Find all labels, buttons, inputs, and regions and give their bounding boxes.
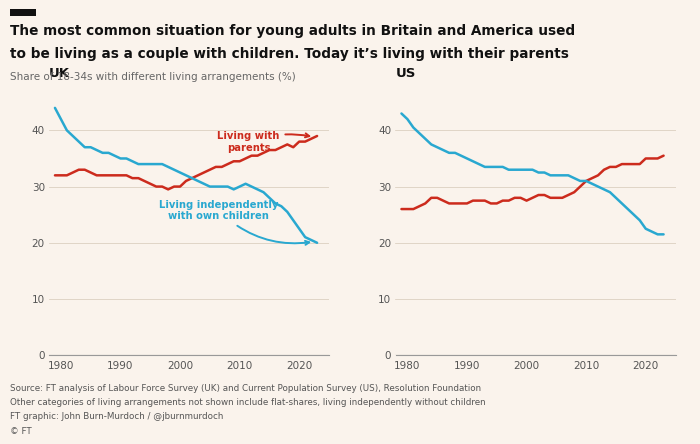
Text: FT graphic: John Burn-Murdoch / @jburnmurdoch: FT graphic: John Burn-Murdoch / @jburnmu… bbox=[10, 412, 223, 421]
Text: UK: UK bbox=[49, 67, 70, 80]
Text: © FT: © FT bbox=[10, 427, 32, 436]
Text: Share of 18-34s with different living arrangements (%): Share of 18-34s with different living ar… bbox=[10, 72, 295, 82]
Text: Other categories of living arrangements not shown include flat-shares, living in: Other categories of living arrangements … bbox=[10, 398, 485, 407]
Text: Living with
parents: Living with parents bbox=[218, 131, 309, 153]
Text: to be living as a couple with children. Today it’s living with their parents: to be living as a couple with children. … bbox=[10, 47, 568, 61]
Text: US: US bbox=[395, 67, 416, 80]
Text: Living independently
with own children: Living independently with own children bbox=[159, 200, 309, 245]
Text: The most common situation for young adults in Britain and America used: The most common situation for young adul… bbox=[10, 24, 575, 39]
Text: Source: FT analysis of Labour Force Survey (UK) and Current Population Survey (U: Source: FT analysis of Labour Force Surv… bbox=[10, 384, 481, 393]
